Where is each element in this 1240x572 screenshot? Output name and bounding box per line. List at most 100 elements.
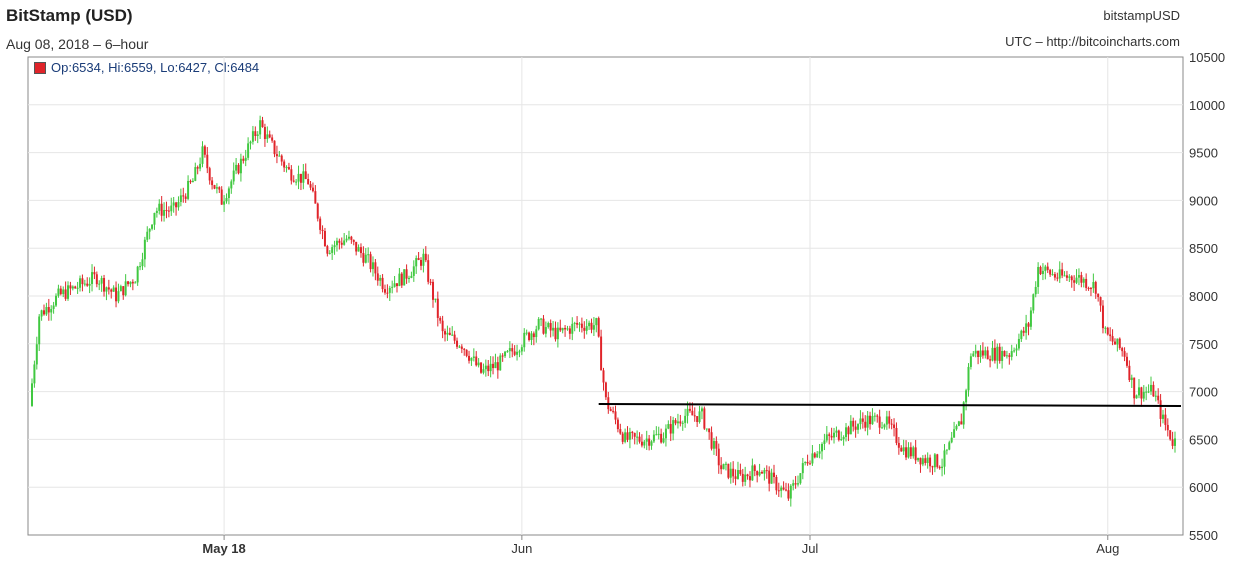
candle-body — [172, 202, 175, 206]
candle-body — [857, 424, 860, 430]
candle-body — [40, 310, 43, 317]
candle-body — [456, 340, 459, 347]
candle-body — [410, 275, 413, 278]
candle-body — [184, 196, 187, 199]
candle-body — [669, 424, 672, 434]
candle-body — [465, 349, 468, 356]
candle-body — [1113, 341, 1116, 345]
candle-body — [501, 355, 504, 357]
candle-body — [1010, 351, 1013, 357]
candle-body — [273, 140, 276, 155]
candle-body — [1099, 297, 1102, 306]
candle-body — [1037, 266, 1040, 287]
candle-body — [926, 457, 929, 464]
x-tick-label: Jun — [511, 541, 532, 556]
candle-body — [583, 327, 586, 331]
candle-body — [756, 470, 759, 476]
candle-body — [129, 281, 132, 285]
candle-body — [984, 350, 987, 356]
candle-body — [439, 317, 442, 321]
candle-body — [1149, 384, 1152, 392]
candle-body — [316, 203, 319, 219]
candle-body — [700, 408, 703, 412]
candle-body — [921, 458, 924, 465]
candle-body — [672, 420, 675, 434]
candle-body — [254, 131, 257, 136]
candle-body — [890, 423, 893, 425]
candle-body — [412, 266, 415, 276]
candle-body — [991, 347, 994, 361]
candle-body — [746, 474, 749, 477]
candle-body — [249, 141, 252, 144]
candle-body — [227, 188, 230, 199]
candle-body — [429, 281, 432, 283]
candle-body — [364, 254, 367, 263]
candle-body — [833, 432, 836, 438]
candle-body — [972, 353, 975, 357]
candle-body — [1020, 330, 1023, 339]
candle-body — [655, 434, 658, 436]
candle-body — [662, 438, 665, 443]
candle-body — [1085, 278, 1088, 288]
candle-body — [1044, 266, 1047, 271]
candle-body — [403, 269, 406, 286]
candle-body — [321, 229, 324, 231]
candle-body — [931, 466, 934, 468]
y-axis: 5500 6000 6500 7000 7500 8000 8500 9000 9500 1000… — [1189, 50, 1225, 543]
candle-body — [299, 173, 302, 183]
candle-body — [218, 187, 221, 190]
candle-body — [530, 333, 533, 340]
candle-body — [477, 362, 480, 366]
x-tick-label: May 18 — [202, 541, 245, 556]
candle-body — [664, 428, 667, 439]
candle-body — [818, 451, 821, 454]
candle-body — [115, 287, 118, 302]
candle-body — [919, 457, 922, 465]
candle-body — [256, 134, 259, 136]
candle-body — [1147, 391, 1150, 393]
candle-body — [523, 332, 526, 348]
candle-body — [962, 402, 965, 425]
candle-body — [1005, 355, 1008, 357]
candle-body — [359, 247, 362, 254]
candle-body — [789, 485, 792, 499]
x-tick-label: Aug — [1096, 541, 1119, 556]
candle-body — [127, 281, 130, 285]
candle-body — [979, 350, 982, 358]
candle-body — [1008, 355, 1011, 357]
candle-body — [1003, 350, 1006, 357]
candle-body — [1075, 277, 1078, 283]
candle-body — [821, 443, 824, 452]
candle-body — [933, 454, 936, 468]
candle-body — [458, 346, 461, 348]
candle-body — [424, 253, 427, 261]
candle-body — [969, 356, 972, 367]
candle-body — [612, 410, 615, 412]
candle-body — [448, 332, 451, 335]
candle-body — [331, 247, 334, 253]
candle-body — [1015, 348, 1018, 351]
candle-body — [480, 362, 483, 373]
candle-body — [684, 415, 687, 423]
candle-body — [696, 416, 699, 423]
candle-body — [794, 483, 797, 485]
candle-body — [155, 210, 158, 213]
candle-body — [799, 473, 802, 484]
candle-body — [290, 169, 293, 181]
candle-body — [43, 310, 46, 315]
candle-body — [1065, 275, 1068, 278]
candle-body — [950, 437, 953, 443]
candle-body — [602, 370, 605, 383]
candle-body — [542, 318, 545, 334]
candle-body — [1039, 266, 1042, 275]
candle-body — [131, 281, 134, 284]
candle-body — [230, 181, 233, 189]
candle-body — [705, 428, 708, 430]
candle-body — [191, 180, 194, 183]
ohlc-legend: Op:6534, Hi:6559, Lo:6427, Cl:6484 — [34, 60, 259, 75]
candle-body — [657, 433, 660, 435]
candle-body — [1058, 269, 1061, 279]
candle-body — [1154, 395, 1157, 397]
candle-body — [547, 323, 550, 328]
candle-body — [691, 410, 694, 416]
